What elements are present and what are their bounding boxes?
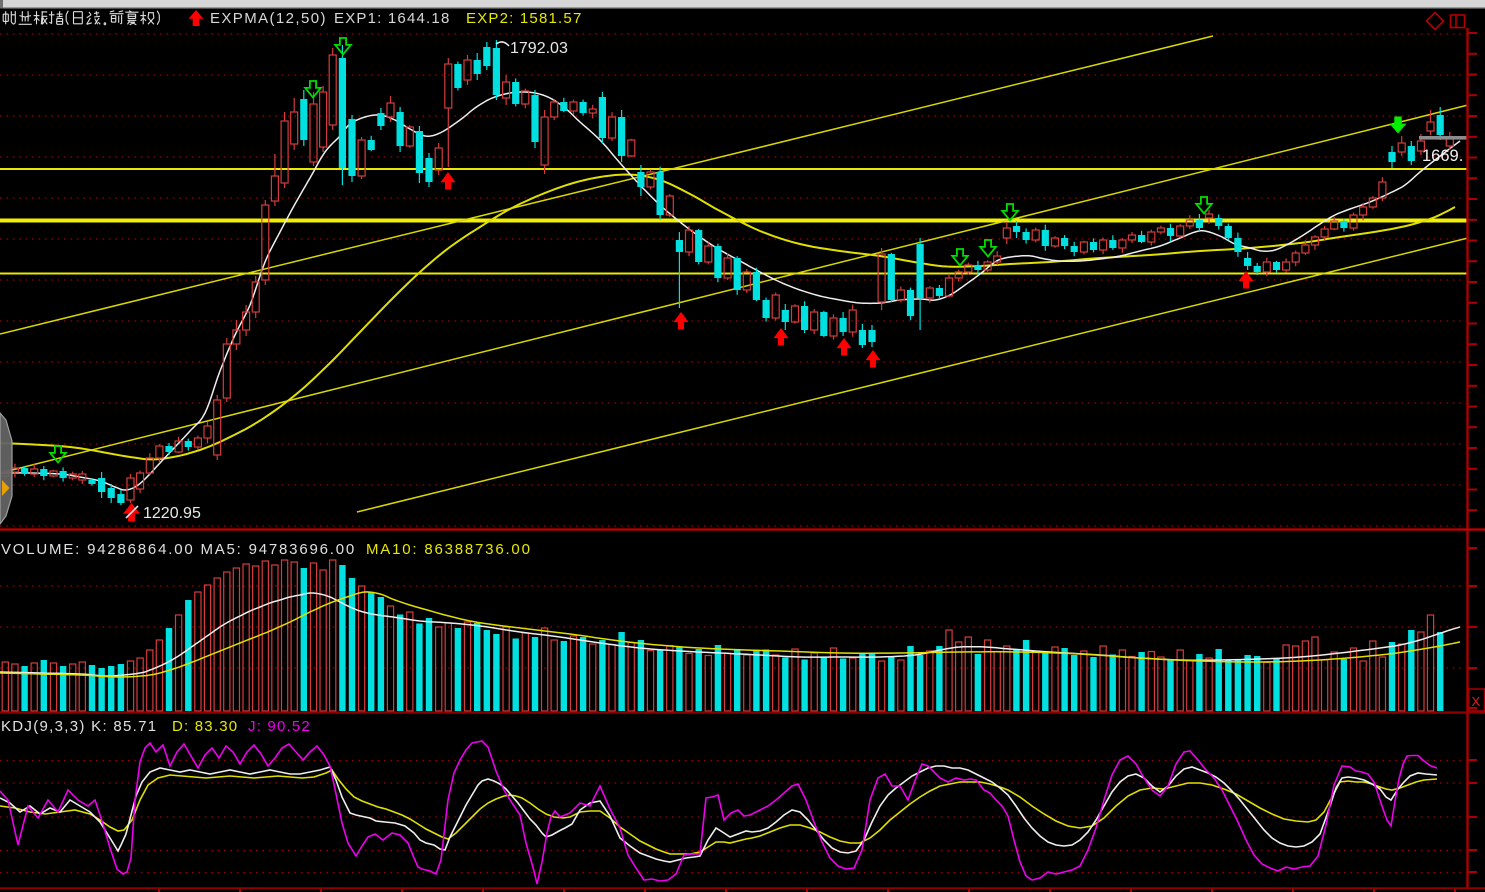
- svg-text:X: X: [1472, 694, 1481, 709]
- svg-text:D: 83.30: D: 83.30: [172, 718, 238, 735]
- svg-text:MA10: 86388736.00: MA10: 86388736.00: [366, 541, 532, 558]
- svg-text:1669.: 1669.: [1422, 147, 1463, 165]
- svg-text:1220.95: 1220.95: [143, 505, 201, 522]
- svg-text:EXP2: 1581.57: EXP2: 1581.57: [466, 10, 583, 27]
- svg-text:EXP1: 1644.18: EXP1: 1644.18: [334, 10, 451, 27]
- svg-text:KDJ(9,3,3) K: 85.71: KDJ(9,3,3) K: 85.71: [1, 718, 157, 735]
- svg-text:VOLUME: 94286864.00 MA5: 94783: VOLUME: 94286864.00 MA5: 94783696.00: [1, 541, 356, 558]
- svg-text:1792.03: 1792.03: [510, 40, 568, 57]
- svg-text:J: 90.52: J: 90.52: [248, 718, 311, 735]
- svg-text:EXPMA(12,50): EXPMA(12,50): [210, 10, 327, 27]
